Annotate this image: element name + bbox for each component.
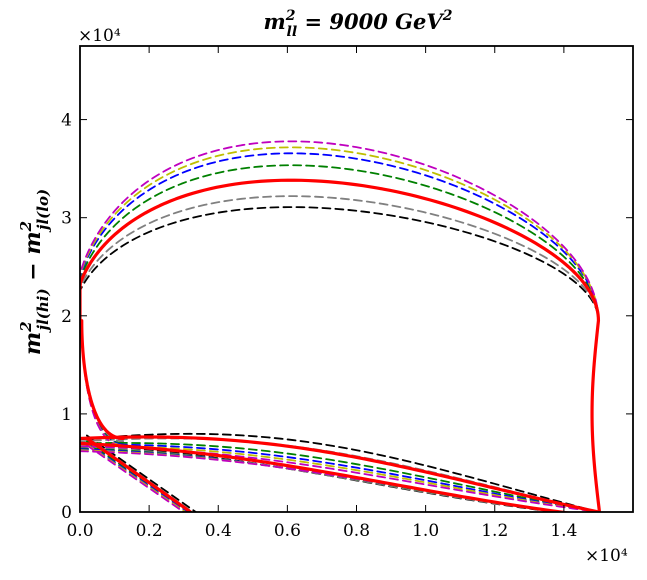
x-tick-label: 0.6 xyxy=(274,521,301,541)
series-red-solid-lens-bottom xyxy=(80,441,573,512)
y-tick-label: 1 xyxy=(61,405,72,425)
x-tick-label: 0.4 xyxy=(205,521,232,541)
y-tick-label: 3 xyxy=(61,209,72,229)
y-multiplier: ×10⁴ xyxy=(78,26,121,46)
series-green-dashed-lens-top xyxy=(80,442,600,512)
series-black-dashed-triangle-edge xyxy=(86,434,197,512)
x-tick-label: 1.2 xyxy=(481,521,508,541)
x-multiplier: ×10⁴ xyxy=(585,546,628,566)
x-tick-label: 1.0 xyxy=(412,521,439,541)
plot-frame xyxy=(79,45,634,513)
y-tick-label: 0 xyxy=(61,503,72,523)
x-tick-label: 0.2 xyxy=(136,521,163,541)
x-tick-label: 0.8 xyxy=(343,521,370,541)
series-blue-dashed-lens-top xyxy=(80,443,600,512)
series-red-solid-lens-top xyxy=(80,435,601,512)
series-black-dashed-lens-top xyxy=(80,432,600,512)
chart-title: m2 ll = 9000 GeV2 xyxy=(264,8,453,40)
series-yellow-dashed-lens-top xyxy=(80,444,600,512)
series-red-solid-arch xyxy=(80,178,602,512)
x-tick-label: 0.0 xyxy=(66,521,93,541)
series-red-solid-triangle-edge xyxy=(85,436,193,512)
y-axis-label: m2jl(hi) − m2jl(lo) xyxy=(17,189,52,355)
x-tick-label: 1.4 xyxy=(550,521,577,541)
y-tick-label: 2 xyxy=(61,307,72,327)
curve-layer xyxy=(80,140,602,512)
series-magenta-dashed-triangle-edge xyxy=(86,444,185,512)
y-tick-label: 4 xyxy=(61,111,72,131)
tick-layer: 0.0 0.2 0.4 0.6 0.8 1.0 1.2 1.4 0 1 2 3 4 xyxy=(61,46,633,541)
series-red-solid-arch-left xyxy=(80,319,125,441)
